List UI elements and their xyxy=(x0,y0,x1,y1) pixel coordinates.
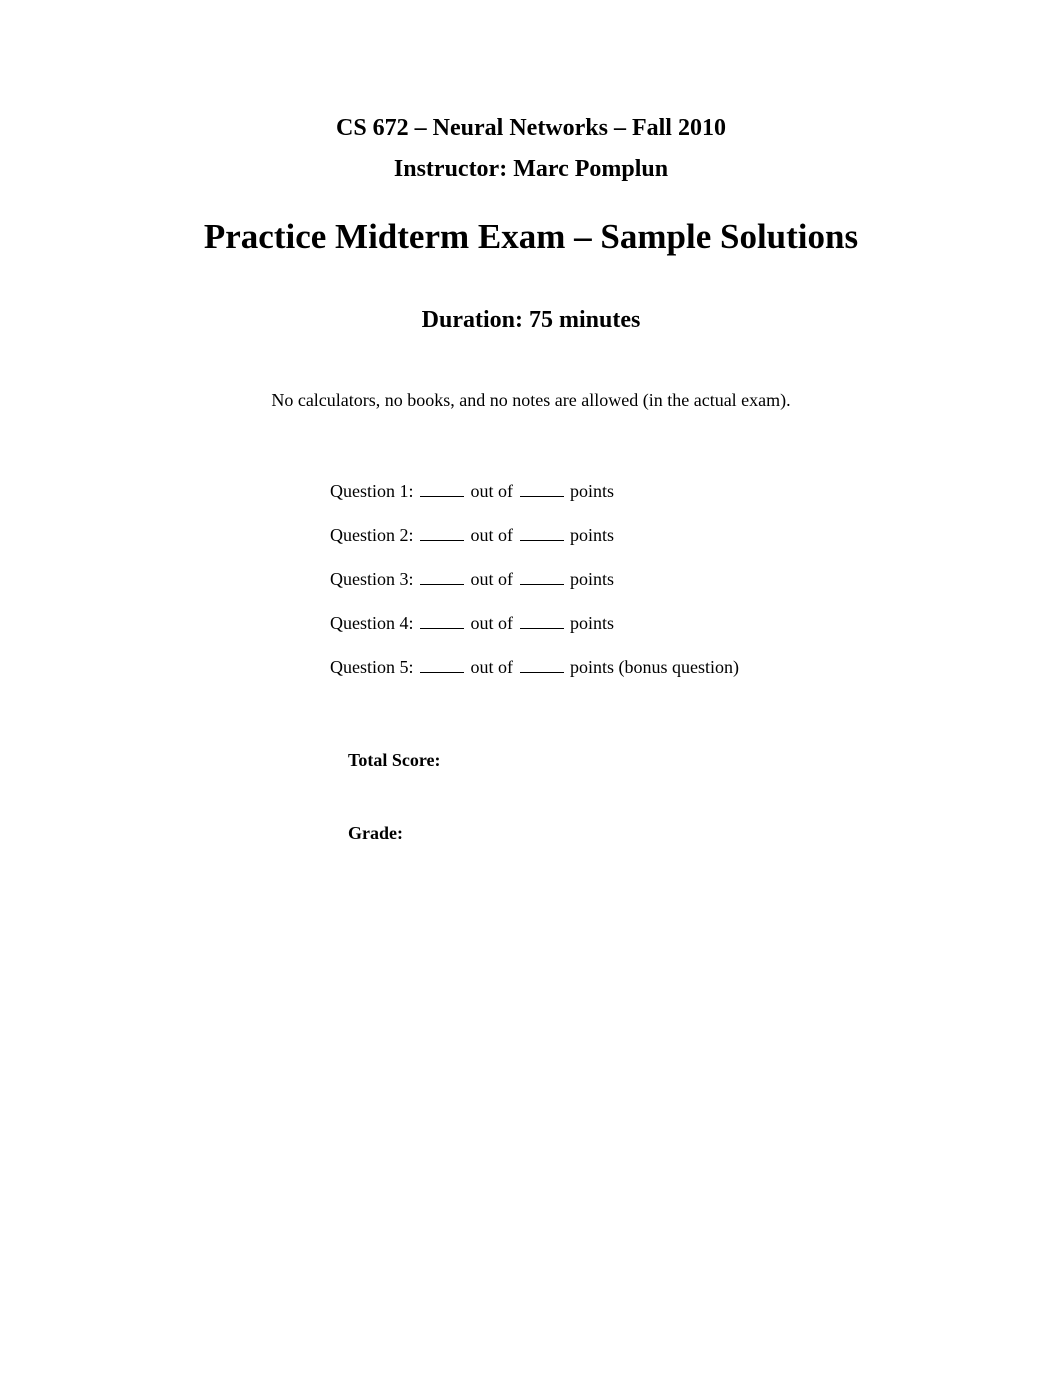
question-row: Question 4: out of points xyxy=(330,611,942,634)
question-mid: out of xyxy=(471,613,518,633)
questions-block: Question 1: out of points Question 2: ou… xyxy=(330,479,942,678)
question-row: Question 5: out of points (bonus questio… xyxy=(330,655,942,678)
question-label: Question 4: xyxy=(330,613,414,633)
duration-line: Duration: 75 minutes xyxy=(120,307,942,334)
course-line: CS 672 – Neural Networks – Fall 2010 xyxy=(120,115,942,142)
question-label: Question 1: xyxy=(330,481,414,501)
score-blank xyxy=(420,523,464,541)
question-label: Question 3: xyxy=(330,569,414,589)
question-row: Question 1: out of points xyxy=(330,479,942,502)
question-mid: out of xyxy=(471,657,518,677)
question-tail: points xyxy=(570,525,614,545)
question-label: Question 2: xyxy=(330,525,414,545)
question-label: Question 5: xyxy=(330,657,414,677)
score-blank xyxy=(420,567,464,585)
score-blank xyxy=(420,611,464,629)
question-mid: out of xyxy=(471,525,518,545)
score-blank xyxy=(420,655,464,673)
exam-rules: No calculators, no books, and no notes a… xyxy=(120,390,942,411)
score-blank xyxy=(420,479,464,497)
grade-label: Grade: xyxy=(348,823,942,844)
question-tail: points xyxy=(570,569,614,589)
main-title: Practice Midterm Exam – Sample Solutions xyxy=(120,217,942,257)
question-tail: points (bonus question) xyxy=(570,657,739,677)
question-mid: out of xyxy=(471,569,518,589)
totals-block: Total Score: Grade: xyxy=(348,750,942,844)
question-mid: out of xyxy=(471,481,518,501)
max-blank xyxy=(520,655,564,673)
question-tail: points xyxy=(570,613,614,633)
question-row: Question 2: out of points xyxy=(330,523,942,546)
question-row: Question 3: out of points xyxy=(330,567,942,590)
total-score-label: Total Score: xyxy=(348,750,942,771)
max-blank xyxy=(520,523,564,541)
max-blank xyxy=(520,611,564,629)
max-blank xyxy=(520,567,564,585)
max-blank xyxy=(520,479,564,497)
instructor-line: Instructor: Marc Pomplun xyxy=(120,156,942,183)
question-tail: points xyxy=(570,481,614,501)
